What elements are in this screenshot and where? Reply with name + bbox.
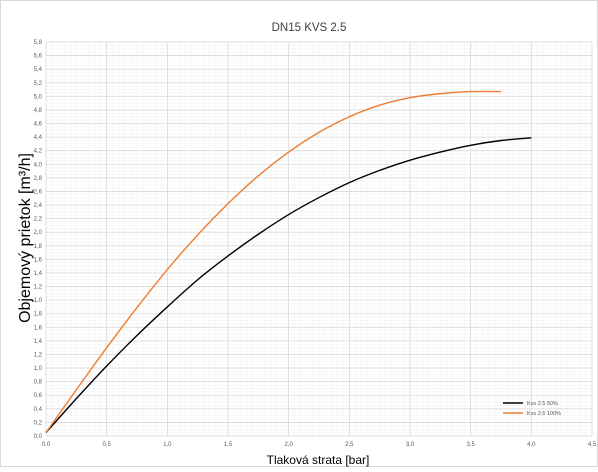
y-tick-label: 1,4: [34, 271, 43, 277]
y-tick-label: 1,2: [34, 285, 43, 291]
series-line: [45, 90, 502, 434]
y-tick-label: 1,2: [34, 352, 43, 358]
y-tick-label: 0,0: [34, 434, 43, 440]
y-tick-label: 5,2: [34, 81, 43, 87]
y-tick-label: 4,4: [34, 135, 43, 141]
y-tick-label: 5,0: [34, 94, 43, 100]
x-axis-label: Tlaková strata [bar]: [267, 453, 370, 467]
legend-label: Kvs 2.5 100%: [527, 411, 561, 417]
legend-label: Kvs 2.5 50%: [527, 401, 558, 407]
y-tick-label: 5,6: [34, 54, 43, 60]
major-grid: [45, 41, 593, 437]
series-lines: [45, 90, 532, 434]
y-tick-label: 4,6: [34, 122, 43, 128]
y-tick-label: 0,6: [34, 393, 43, 399]
legend: Kvs 2.5 50% Kvs 2.5 100%: [503, 401, 561, 417]
y-tick-label: 1,8: [34, 312, 43, 318]
y-tick-label: 1,4: [34, 339, 43, 345]
y-tick-label: 2,4: [34, 203, 43, 209]
series-line: [45, 137, 532, 434]
x-tick-label: 2,5: [345, 442, 354, 448]
y-tick-label: 1,6: [34, 325, 43, 331]
y-tick-label: 1,0: [34, 298, 43, 304]
y-tick-label: 2,8: [34, 176, 43, 182]
y-tick-label: 4,0: [34, 162, 43, 168]
y-axis-ticks: 0,0 0,2 0,4 0,6 0,8 1,0 1,2 1,4 1,6 1,8 1,0 1,2 1,4 1…: [34, 40, 43, 440]
y-tick-label: 2,6: [34, 189, 43, 195]
x-tick-label: 3,0: [406, 442, 415, 448]
x-tick-label: 4,0: [527, 442, 536, 448]
y-tick-label: 5,8: [34, 40, 43, 46]
y-tick-label: 2,2: [34, 217, 43, 223]
y-tick-label: 2,0: [34, 230, 43, 236]
x-tick-label: 2,0: [284, 442, 293, 448]
x-tick-label: 0,0: [42, 442, 51, 448]
x-tick-label: 1,5: [224, 442, 233, 448]
y-tick-label: 5,4: [34, 67, 43, 73]
y-tick-label: 4,2: [34, 149, 43, 155]
x-tick-label: 0,5: [102, 442, 111, 448]
y-tick-label: 0,8: [34, 380, 43, 386]
y-tick-label: 4,8: [34, 108, 43, 114]
y-tick-label: 1,8: [34, 244, 43, 250]
y-tick-label: 0,4: [34, 407, 43, 413]
x-tick-label: 1,0: [163, 442, 172, 448]
x-tick-label: 4,5: [588, 442, 597, 448]
y-tick-label: 1,0: [34, 366, 43, 372]
x-axis-ticks: 0,0 0,5 1,0 1,5 2,0 2,5 3,0 3,5 4,0 4,5: [42, 442, 597, 448]
chart-title: DN15 KVS 2.5: [272, 22, 347, 34]
y-tick-label: 1,6: [34, 257, 43, 263]
y-tick-label: 0,2: [34, 420, 43, 426]
y-axis-label: Objemový prietok [m³/h]: [17, 153, 34, 323]
x-tick-label: 3,5: [466, 442, 475, 448]
